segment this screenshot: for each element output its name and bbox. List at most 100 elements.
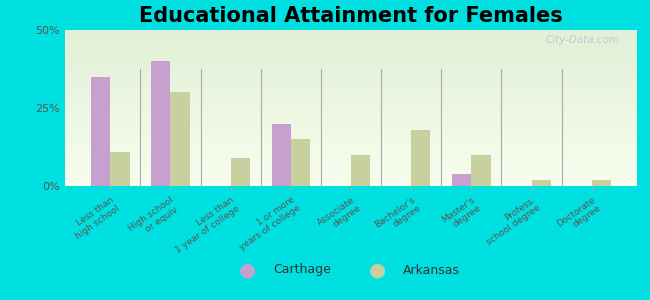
Bar [65, 110, 637, 111]
Bar [65, 129, 637, 130]
Bar [65, 183, 637, 184]
Bar [65, 88, 637, 89]
Bar [65, 161, 637, 162]
Bar [65, 163, 637, 164]
Bar [151, 61, 170, 186]
Bar [65, 185, 637, 186]
Bar [65, 33, 637, 34]
Bar [65, 118, 637, 119]
Bar [65, 135, 637, 136]
Bar [65, 67, 637, 68]
Bar [65, 84, 637, 85]
Bar [65, 77, 637, 78]
Bar [65, 55, 637, 56]
Bar [231, 158, 250, 186]
Bar [65, 44, 637, 45]
Bar [411, 130, 430, 186]
Bar [65, 56, 637, 57]
Bar [65, 143, 637, 144]
Bar [65, 58, 637, 59]
Bar [351, 155, 370, 186]
Bar [65, 114, 637, 115]
Text: City-Data.com: City-Data.com [546, 35, 620, 45]
Bar [65, 69, 637, 70]
Bar [65, 126, 637, 127]
Bar [65, 170, 637, 171]
Bar [65, 87, 637, 88]
Bar [532, 180, 551, 186]
Bar [65, 178, 637, 179]
Bar [65, 39, 637, 40]
Bar [65, 105, 637, 106]
Bar [65, 92, 637, 93]
Bar [65, 63, 637, 64]
Bar [65, 141, 637, 142]
Bar [65, 120, 637, 121]
Bar [65, 60, 637, 61]
Bar [65, 117, 637, 118]
Bar [65, 168, 637, 169]
Bar [65, 166, 637, 167]
Bar [65, 104, 637, 105]
Bar [65, 147, 637, 148]
Bar [65, 102, 637, 103]
Bar [65, 148, 637, 149]
Bar [65, 96, 637, 97]
Bar [65, 149, 637, 150]
Text: Arkansas: Arkansas [403, 263, 460, 277]
Bar [65, 127, 637, 128]
Bar [65, 182, 637, 183]
Bar [272, 124, 291, 186]
Bar [65, 173, 637, 174]
Bar [65, 93, 637, 94]
Bar [65, 54, 637, 55]
Text: Carthage: Carthage [273, 263, 331, 277]
Bar [65, 59, 637, 60]
Bar [65, 73, 637, 74]
Bar [65, 103, 637, 104]
Bar [471, 155, 491, 186]
Bar [65, 139, 637, 140]
Text: ●: ● [369, 260, 385, 280]
Bar [65, 82, 637, 83]
Bar [111, 152, 129, 186]
Bar [65, 98, 637, 99]
Bar [65, 151, 637, 152]
Bar [65, 145, 637, 146]
Bar [65, 144, 637, 145]
Bar [65, 66, 637, 67]
Bar [65, 35, 637, 36]
Bar [65, 41, 637, 42]
Bar [65, 155, 637, 156]
Bar [65, 85, 637, 86]
Bar [65, 46, 637, 47]
Bar [65, 52, 637, 53]
Bar [65, 32, 637, 33]
Bar [65, 174, 637, 175]
Bar [65, 180, 637, 181]
Bar [65, 97, 637, 98]
Bar [65, 172, 637, 173]
Bar [65, 111, 637, 112]
Bar [65, 90, 637, 91]
Bar [65, 158, 637, 159]
Bar [170, 92, 190, 186]
Bar [65, 106, 637, 107]
Title: Educational Attainment for Females: Educational Attainment for Females [139, 6, 563, 26]
Bar [65, 43, 637, 44]
Bar [65, 74, 637, 75]
Bar [65, 86, 637, 87]
Bar [65, 125, 637, 126]
Bar [65, 72, 637, 73]
Bar [65, 121, 637, 122]
Bar [65, 76, 637, 77]
Bar [65, 68, 637, 69]
Bar [65, 62, 637, 63]
Bar [65, 167, 637, 168]
Bar [65, 137, 637, 138]
Bar [65, 79, 637, 80]
Bar [65, 123, 637, 124]
Bar [65, 100, 637, 101]
Bar [65, 152, 637, 153]
Bar [65, 142, 637, 143]
